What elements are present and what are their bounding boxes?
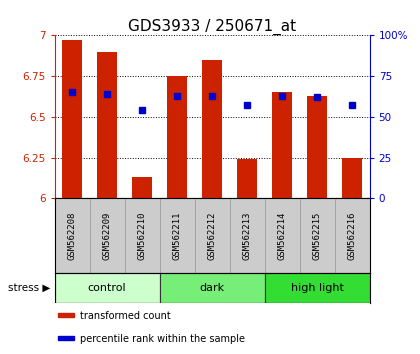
Bar xyxy=(55,198,89,273)
Text: GSM562214: GSM562214 xyxy=(278,211,286,259)
Text: high light: high light xyxy=(291,282,344,293)
Bar xyxy=(265,198,299,273)
Bar xyxy=(307,96,327,198)
Text: transformed count: transformed count xyxy=(81,310,171,321)
Bar xyxy=(58,313,74,318)
Text: GSM562215: GSM562215 xyxy=(312,211,322,259)
Bar xyxy=(132,177,152,198)
Bar xyxy=(273,92,292,198)
Bar xyxy=(97,52,117,198)
Text: GSM562213: GSM562213 xyxy=(243,211,252,259)
Bar xyxy=(160,198,194,273)
Text: GSM562211: GSM562211 xyxy=(173,211,181,259)
Bar xyxy=(89,198,125,273)
Text: GSM562208: GSM562208 xyxy=(68,211,76,259)
Bar xyxy=(55,273,160,303)
Text: GSM562209: GSM562209 xyxy=(102,211,112,259)
Bar xyxy=(125,198,160,273)
Bar xyxy=(230,198,265,273)
Text: control: control xyxy=(88,282,126,293)
Text: dark: dark xyxy=(200,282,225,293)
Bar xyxy=(335,198,370,273)
Bar xyxy=(237,159,257,198)
Bar xyxy=(342,158,362,198)
Title: GDS3933 / 250671_at: GDS3933 / 250671_at xyxy=(128,19,296,35)
Bar xyxy=(202,60,222,198)
Bar xyxy=(63,40,82,198)
Bar xyxy=(160,273,265,303)
Text: GSM562210: GSM562210 xyxy=(138,211,147,259)
Text: stress ▶: stress ▶ xyxy=(8,282,50,293)
Text: GSM562216: GSM562216 xyxy=(348,211,357,259)
Bar xyxy=(58,336,74,341)
Bar xyxy=(265,273,370,303)
Bar xyxy=(194,198,230,273)
Bar xyxy=(299,198,335,273)
Text: percentile rank within the sample: percentile rank within the sample xyxy=(81,333,245,344)
Text: GSM562212: GSM562212 xyxy=(207,211,217,259)
Bar xyxy=(168,76,187,198)
